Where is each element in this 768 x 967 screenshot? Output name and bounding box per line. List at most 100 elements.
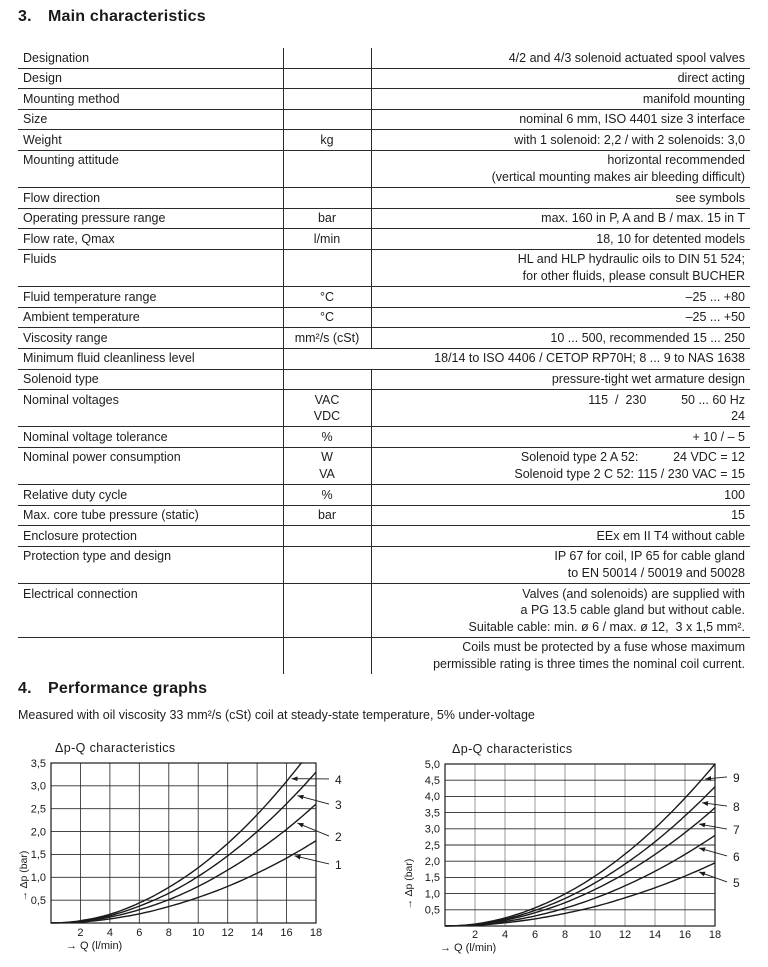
row-label-line: Protection type and design (23, 549, 172, 564)
row-unit-line: W (321, 450, 333, 465)
curve-leader-line (698, 822, 728, 830)
row-value-line: 4/2 and 4/3 solenoid actuated spool valv… (508, 50, 745, 65)
row-value: EEx em II T4 without cable (370, 525, 750, 547)
row-label-line: Flow rate, Qmax (23, 231, 115, 246)
section-3-text: Main characteristics (48, 8, 206, 25)
row-value: max. 160 in P, A and B / max. 15 in T (370, 208, 750, 230)
row-label: Enclosure protection (18, 525, 283, 547)
row-unit (282, 187, 371, 209)
row-label: Viscosity range (18, 327, 283, 349)
row-label: Electrical connection (18, 583, 283, 638)
row-value: direct acting (370, 68, 750, 90)
y-tick-label: 2,5 (425, 840, 440, 852)
row-value: Valves (and solenoids) are supplied with… (370, 583, 750, 638)
x-tick-label: 14 (649, 929, 661, 941)
table-row: Enclosure protection EEx em II T4 withou… (18, 525, 750, 547)
table-row: Minimum fluid cleanliness level 18/14 to … (18, 348, 750, 370)
section-4-title: 4. Performance graphs (18, 680, 207, 698)
x-tick-label: 8 (562, 929, 568, 941)
row-value-line: nominal 6 mm, ISO 4401 size 3 interface (519, 112, 745, 127)
y-tick-label: 0,5 (425, 905, 440, 917)
row-value-line: 18/14 to ISO 4406 / CETOP RP70H; 8 ... 9… (434, 351, 745, 366)
row-label-line: Mounting attitude (23, 153, 119, 168)
row-label: Designation (18, 48, 283, 69)
row-label: Fluid temperature range (18, 286, 283, 308)
row-unit: % (282, 484, 371, 506)
section-4-number: 4. (18, 680, 32, 697)
row-unit (282, 109, 371, 131)
row-unit: W VA (282, 447, 371, 486)
row-label-line: Nominal voltages (23, 392, 119, 407)
row-unit: VAC VDC (282, 389, 371, 428)
row-unit (282, 369, 371, 391)
y-tick-label: 4,0 (425, 791, 440, 803)
curve-label: 7 (733, 823, 740, 837)
curve-label: 9 (733, 771, 740, 785)
row-value-line: (vertical mounting makes air bleeding di… (491, 170, 745, 185)
row-unit-line: VA (319, 466, 335, 481)
x-axis-label: → Q (l/min) (66, 940, 122, 952)
row-label-line: Minimum fluid cleanliness level (23, 351, 195, 366)
row-label: Mounting method (18, 88, 283, 110)
y-tick-label: 4,5 (425, 775, 440, 787)
y-tick-label: 1,5 (425, 872, 440, 884)
row-value-line: HL and HLP hydraulic oils to DIN 51 524; (517, 252, 745, 267)
table-row: Flow rate, Qmax l/min 18, 10 for detented … (18, 228, 750, 250)
row-value-line: Suitable cable: min. ø 6 / max. ø 12, 3 … (468, 619, 746, 634)
table-row: Operating pressure range bar max. 160 in P… (18, 208, 750, 230)
row-unit (282, 546, 371, 585)
x-tick-label: 14 (251, 927, 263, 939)
curve-1 (51, 840, 316, 924)
y-axis-label: → Δp (bar) (18, 851, 30, 902)
curve-leader-line (297, 822, 330, 837)
row-value: see symbols (370, 187, 750, 209)
row-label: Flow rate, Qmax (18, 228, 283, 250)
x-tick-label: 18 (310, 927, 322, 939)
plot-border (444, 763, 716, 927)
table-row: Protection type and design IP 67 for coi… (18, 546, 750, 585)
table-row: Nominal voltage tolerance% + 10 / – 5 (18, 426, 750, 448)
row-value: 100 (370, 484, 750, 506)
table-row: Coils must be protected by a fuse whose … (18, 637, 750, 674)
table-row: Nominal power consumption W VA Solenoid typ… (18, 447, 750, 486)
chart-title: Δp-Q characteristics (452, 742, 573, 756)
row-label: Solenoid type (18, 369, 283, 391)
row-unit (282, 249, 371, 288)
row-value: Coils must be protected by a fuse whose … (370, 637, 750, 674)
row-value-line: EEx em II T4 without cable (596, 528, 745, 543)
row-value: 10 ... 500, recommended 15 ... 250 (370, 327, 750, 349)
row-unit-line: °C (319, 289, 335, 304)
table-row: Mounting attitude horizontal recommended… (18, 150, 750, 189)
row-unit (282, 68, 371, 90)
row-value: pressure-tight wet armature design (370, 369, 750, 391)
curve-9 (445, 763, 715, 927)
table-row: Ambient temperature °C –25 ... +50 (18, 307, 750, 329)
row-label-line: Fluid temperature range (23, 289, 157, 304)
row-value-line: max. 160 in P, A and B / max. 15 in T (541, 211, 745, 226)
row-unit: bar (282, 208, 371, 230)
row-value-line: 24 (731, 409, 745, 424)
y-tick-label: 2,5 (31, 804, 46, 816)
y-tick-label: 1,0 (31, 872, 46, 884)
x-axis-label: → Q (l/min) (440, 942, 496, 954)
row-label-line: Max. core tube pressure (static) (23, 508, 199, 523)
row-label-line: Weight (23, 132, 62, 147)
row-label: Size (18, 109, 283, 131)
row-unit: kg (282, 129, 371, 151)
row-value-line: direct acting (677, 71, 745, 86)
x-tick-label: 10 (192, 927, 204, 939)
row-value-line: pressure-tight wet armature design (551, 372, 745, 386)
curve-leader-line (698, 871, 728, 883)
section-3-number: 3. (18, 8, 32, 25)
row-value-line: with 1 solenoid: 2,2 / with 2 solenoids:… (514, 132, 745, 147)
row-unit: % (282, 426, 371, 448)
x-tick-label: 6 (136, 927, 142, 939)
curve-label: 3 (335, 798, 342, 812)
x-tick-label: 12 (222, 927, 234, 939)
row-unit-line: VAC (314, 392, 340, 407)
row-label-line: Enclosure protection (23, 528, 137, 543)
x-tick-label: 12 (619, 929, 631, 941)
row-label-line: Relative duty cycle (23, 487, 128, 502)
curve-8 (445, 786, 715, 927)
